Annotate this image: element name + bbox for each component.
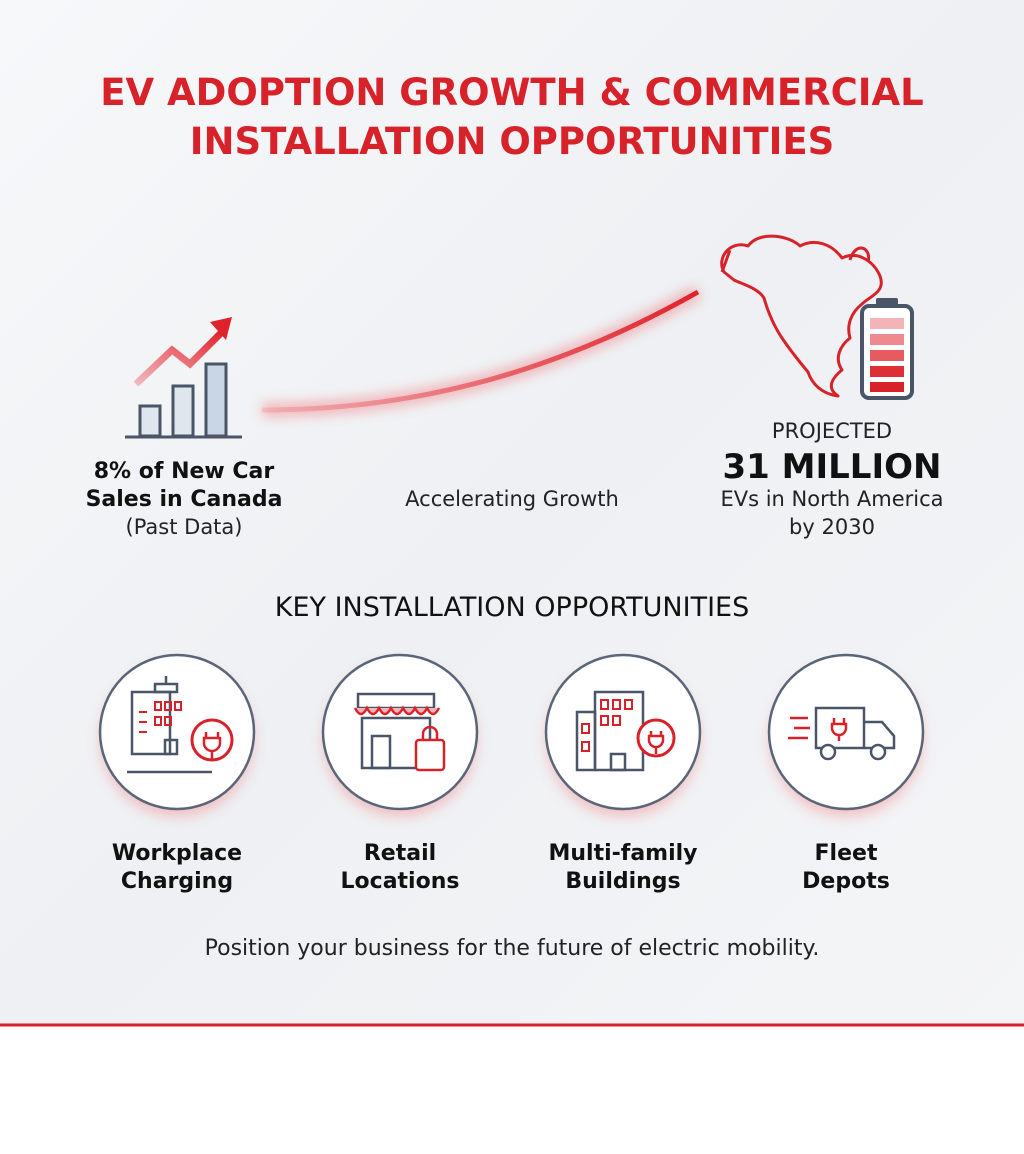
card-icon-part <box>612 699 621 710</box>
trend-label: Accelerating Growth <box>405 487 619 511</box>
projection-line: EVs in North America <box>720 487 943 511</box>
opportunity-card: Retail Locations <box>321 653 479 894</box>
card-icon-part <box>581 723 590 734</box>
stat-line: Sales in Canada <box>86 487 283 512</box>
card-icon-part <box>647 731 665 754</box>
card-icon <box>353 692 446 772</box>
card-label: Multi-family <box>548 841 697 866</box>
projection-figure: 31 MILLION <box>723 447 942 487</box>
growth-icon <box>125 317 242 439</box>
card-icon-part <box>600 699 609 710</box>
opportunity-cards: Workplace Charging Retail Locations Multi-… <box>98 653 925 894</box>
card-icon-part <box>414 738 446 772</box>
title-line: EV ADOPTION GROWTH & COMMERCIAL <box>100 71 924 114</box>
projection-kicker: PROJECTED <box>772 419 892 443</box>
card-icon-part <box>830 718 848 741</box>
background <box>0 0 1024 1025</box>
growth-icon-part <box>204 362 228 438</box>
battery-icon-part <box>870 382 904 392</box>
stat-line: 8% of New Car <box>94 459 275 484</box>
card-label: Charging <box>121 869 233 894</box>
card-icon-part <box>636 718 676 758</box>
projection-line: by 2030 <box>789 515 875 539</box>
growth-icon-part <box>210 317 232 340</box>
card-label: Fleet <box>815 841 878 866</box>
opportunity-card: Workplace Charging <box>98 653 256 894</box>
card-icon-part <box>869 743 887 761</box>
card-icon-part <box>174 701 182 711</box>
battery-icon-part <box>870 334 904 345</box>
card-icon-part <box>164 716 172 726</box>
card-icon-part <box>600 715 609 726</box>
growth-curve <box>261 289 700 413</box>
card-label: Buildings <box>565 869 680 894</box>
footer-text: Position your business for the future of… <box>205 936 820 961</box>
card-icon-part <box>190 718 234 762</box>
section-heading: KEY INSTALLATION OPPORTUNITIES <box>275 592 750 623</box>
battery-icon-part <box>870 318 904 329</box>
card-label: Workplace <box>112 841 242 866</box>
title-line: INSTALLATION OPPORTUNITIES <box>190 120 835 163</box>
growth-icon-part <box>138 404 162 438</box>
card-icon-part <box>370 734 392 770</box>
card-icon-part <box>353 705 441 716</box>
card-icon-part <box>819 743 837 761</box>
card-icon-part <box>575 710 597 772</box>
opportunity-card: Fleet Depots <box>767 653 925 894</box>
card-icon-part <box>163 738 179 756</box>
card-icon <box>788 706 896 761</box>
battery-icon-part <box>870 350 904 361</box>
card-icon-part <box>814 706 896 750</box>
card-icon-part <box>609 752 627 772</box>
opportunity-card: Multi-family Buildings <box>544 653 702 894</box>
card-circle <box>321 653 479 811</box>
card-circle <box>98 653 256 811</box>
growth-icon-part <box>171 384 195 438</box>
card-label: Locations <box>341 869 460 894</box>
growth-icon-part <box>133 329 225 387</box>
stat-note: (Past Data) <box>126 515 243 539</box>
card-icon-part <box>581 741 590 752</box>
card-icon-part <box>154 716 162 726</box>
card-label: Depots <box>802 869 890 894</box>
map-icon <box>720 234 883 398</box>
card-label: Retail <box>364 841 436 866</box>
card-icon-part <box>202 732 222 759</box>
card-icon-part <box>612 715 621 726</box>
card-icon-part <box>164 701 172 711</box>
battery-icon-part <box>870 366 904 377</box>
card-icon-part <box>421 725 439 740</box>
card-circle <box>544 653 702 811</box>
card-icon <box>127 676 234 774</box>
card-icon-part <box>356 692 436 710</box>
card-icon-part <box>788 716 810 740</box>
card-icon-part <box>154 701 162 711</box>
card-icon <box>575 690 676 772</box>
card-icon-part <box>624 699 633 710</box>
battery-icon <box>860 298 914 400</box>
